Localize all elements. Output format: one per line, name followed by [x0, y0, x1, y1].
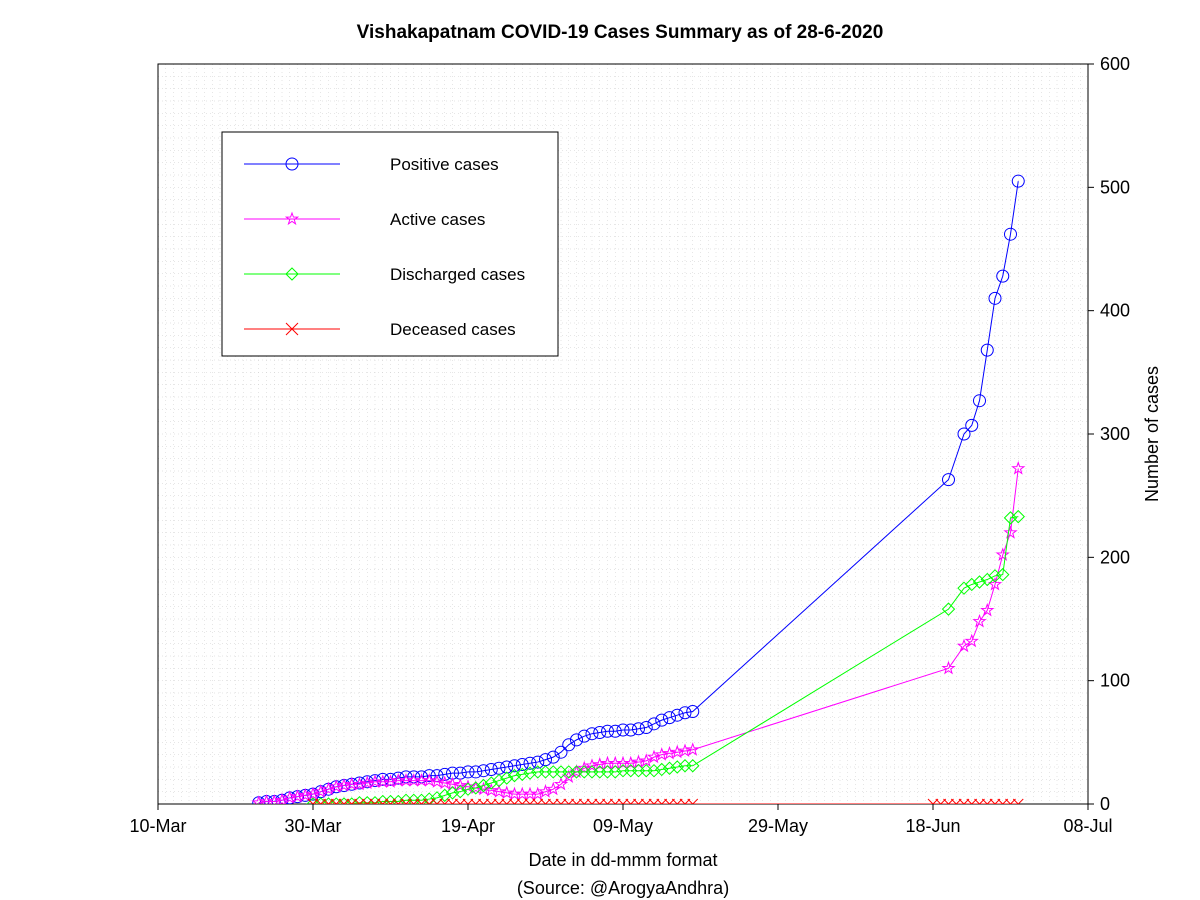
x-axis-label: Date in dd-mmm format	[528, 850, 717, 870]
chart-title: Vishakapatnam COVID-19 Cases Summary as …	[357, 22, 884, 43]
svg-text:29-May: 29-May	[748, 816, 808, 836]
x-axis-sublabel: (Source: @ArogyaAndhra)	[517, 878, 729, 898]
chart-svg: Vishakapatnam COVID-19 Cases Summary as …	[0, 0, 1200, 900]
x-axis-ticks: 10-Mar 30-Mar 19-Apr 09-May 29-May 18-Jun 08-J…	[129, 804, 1112, 836]
legend: Positive cases Active cases Discharged cas…	[222, 132, 558, 356]
svg-text:600: 600	[1100, 54, 1130, 74]
svg-text:0: 0	[1100, 794, 1110, 814]
svg-text:300: 300	[1100, 424, 1130, 444]
legend-label: Active cases	[390, 210, 485, 229]
series-active-cases	[253, 463, 1024, 808]
svg-text:10-Mar: 10-Mar	[129, 816, 186, 836]
svg-text:400: 400	[1100, 301, 1130, 321]
chart-container: Vishakapatnam COVID-19 Cases Summary as …	[0, 0, 1200, 900]
y-axis-ticks: 0 100 200 300 400 500 600	[1088, 54, 1130, 814]
svg-text:18-Jun: 18-Jun	[905, 816, 960, 836]
svg-text:30-Mar: 30-Mar	[284, 816, 341, 836]
svg-text:19-Apr: 19-Apr	[441, 816, 495, 836]
y-axis-label: Number of cases	[1142, 366, 1162, 502]
series-discharged-cases	[307, 511, 1024, 810]
legend-label: Positive cases	[390, 155, 499, 174]
legend-label: Deceased cases	[390, 320, 516, 339]
svg-text:100: 100	[1100, 671, 1130, 691]
svg-text:08-Jul: 08-Jul	[1063, 816, 1112, 836]
svg-text:500: 500	[1100, 177, 1130, 197]
svg-text:200: 200	[1100, 547, 1130, 567]
svg-text:09-May: 09-May	[593, 816, 653, 836]
legend-label: Discharged cases	[390, 265, 525, 284]
